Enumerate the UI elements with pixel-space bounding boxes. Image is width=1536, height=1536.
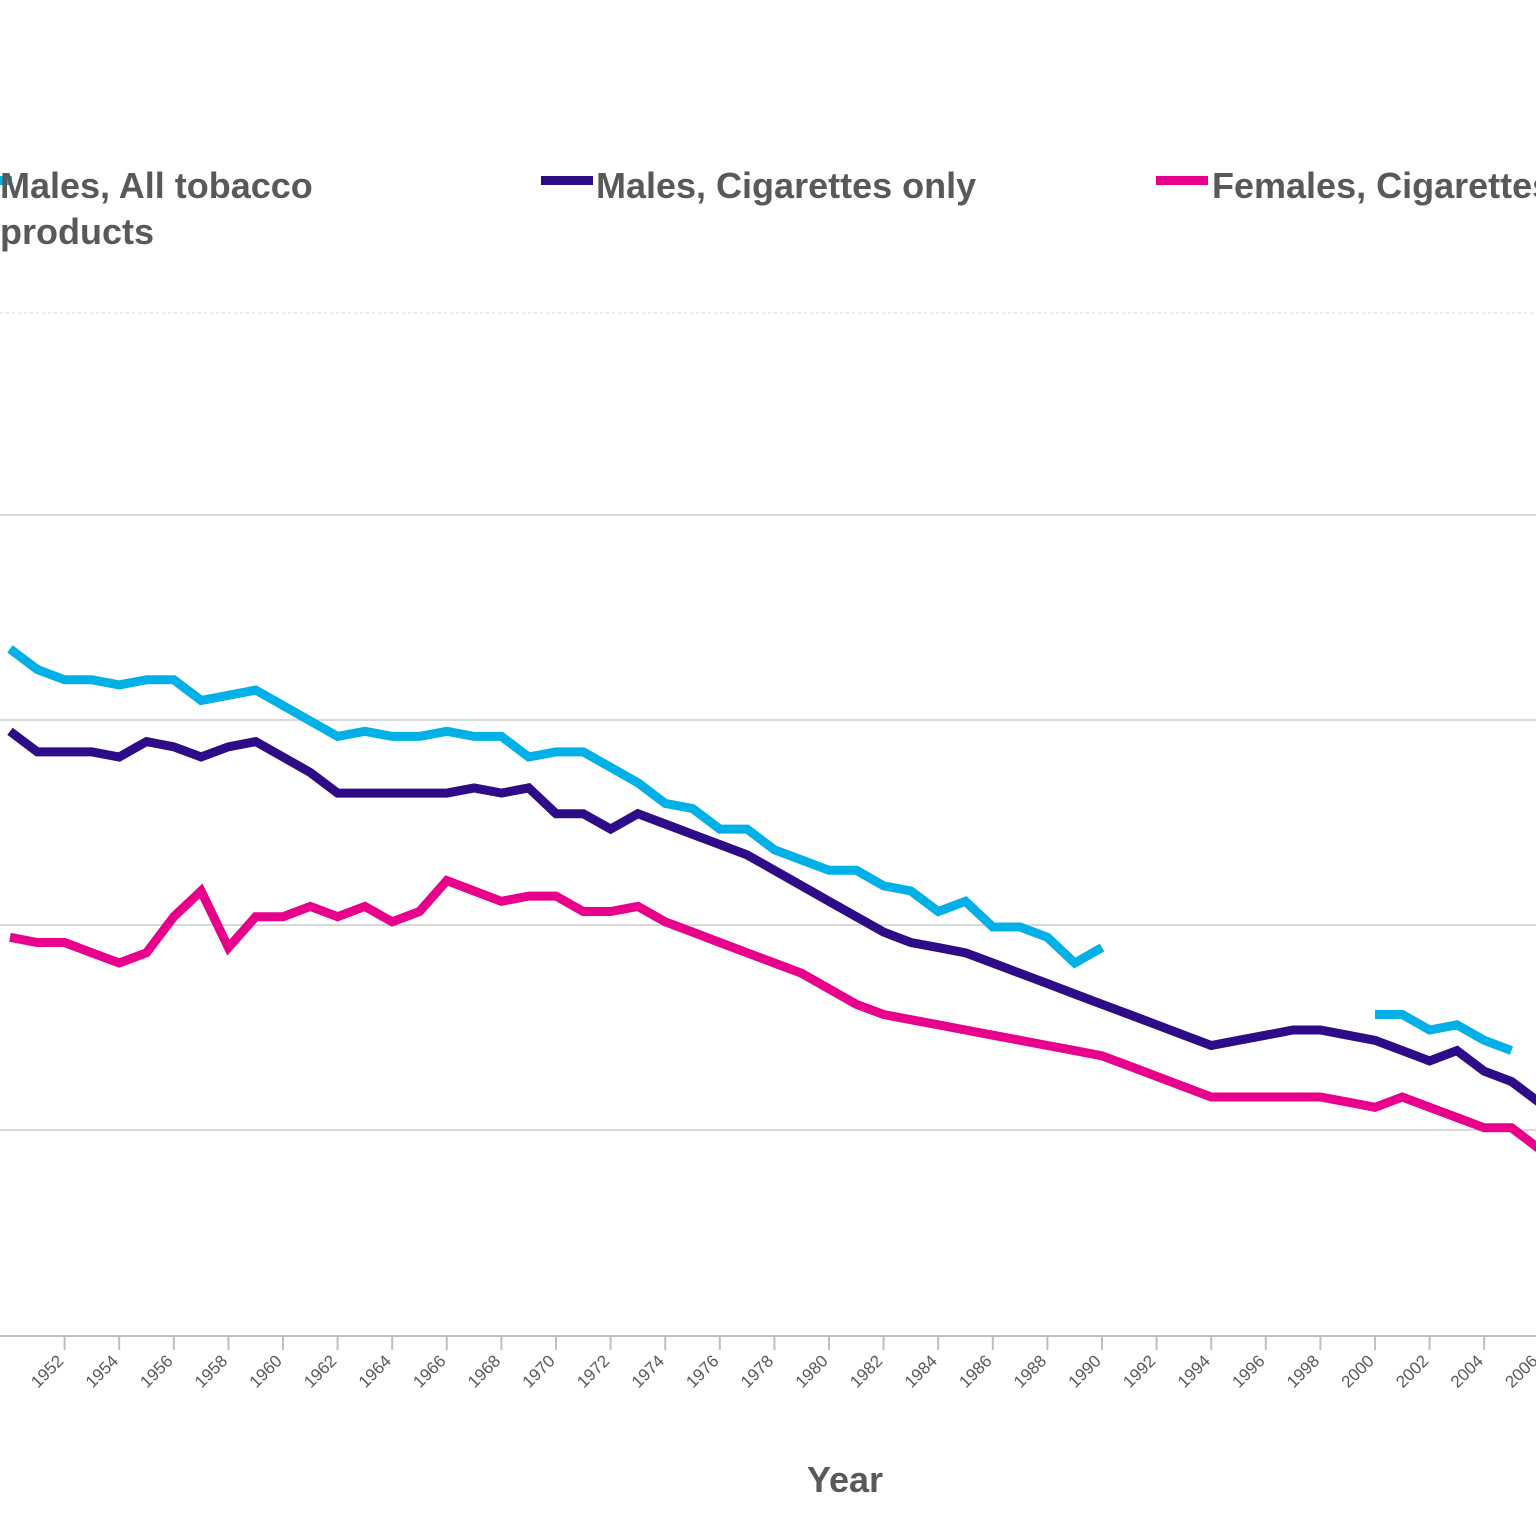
x-tick-label: 1974: [628, 1351, 668, 1391]
x-tick-label: 2006: [1501, 1351, 1536, 1391]
x-tick-label: 2000: [1338, 1351, 1378, 1391]
x-tick-label: 1956: [136, 1351, 176, 1391]
legend-swatch: [541, 176, 593, 185]
series-line-2: [7, 727, 1536, 1106]
x-tick-label: 1958: [191, 1351, 231, 1391]
x-tick-label: 2002: [1392, 1351, 1432, 1391]
x-tick-label: 1976: [682, 1351, 722, 1391]
x-tick-label: 1970: [519, 1351, 559, 1391]
series-layer: [7, 645, 1536, 1153]
x-tick-label: 1980: [792, 1351, 832, 1391]
gridlines: [0, 312, 1536, 1131]
legend-swatch: [0, 176, 12, 185]
x-tick-label: 1982: [846, 1351, 886, 1391]
x-tick-label: 1990: [1065, 1351, 1105, 1391]
x-tick-label: 1960: [246, 1351, 286, 1391]
x-tick-label: 1952: [27, 1351, 67, 1391]
x-tick-label: 1972: [573, 1351, 613, 1391]
x-tick-label: 1986: [955, 1351, 995, 1391]
x-axis-title: Year: [807, 1459, 883, 1500]
x-tick-label: 2004: [1447, 1351, 1487, 1391]
x-tick-label: 1968: [464, 1351, 504, 1391]
x-tick-label: 1954: [82, 1351, 122, 1391]
legend-label: products: [0, 211, 154, 252]
x-tick-label: 1962: [300, 1351, 340, 1391]
x-tick-label: 1964: [355, 1351, 395, 1391]
series-line-3: [9, 875, 1536, 1153]
x-tick-label: 1992: [1119, 1351, 1159, 1391]
legend-label: Males, All tobacco: [0, 165, 313, 206]
legend-label: Males, Cigarettes only: [596, 165, 976, 206]
legend-label: Females, Cigarettes only: [1212, 165, 1536, 206]
x-axis: 1952 1954 1956 1958 1960 1962 1964 1966 1968 1970…: [0, 1335, 1536, 1392]
x-tick-label: 1978: [737, 1351, 777, 1391]
x-tick-label: 1988: [1010, 1351, 1050, 1391]
x-tick-label: 1998: [1283, 1351, 1323, 1391]
x-tick-label: 1996: [1228, 1351, 1268, 1391]
legend-swatch: [1156, 176, 1208, 185]
x-tick-label: 1966: [409, 1351, 449, 1391]
chart-legend: Males, All tobacco products Males, Cigaret…: [0, 165, 1536, 252]
x-tick-label: 1984: [901, 1351, 941, 1391]
x-tick-label: 1994: [1174, 1351, 1214, 1391]
series-line-1: [7, 645, 1514, 1055]
